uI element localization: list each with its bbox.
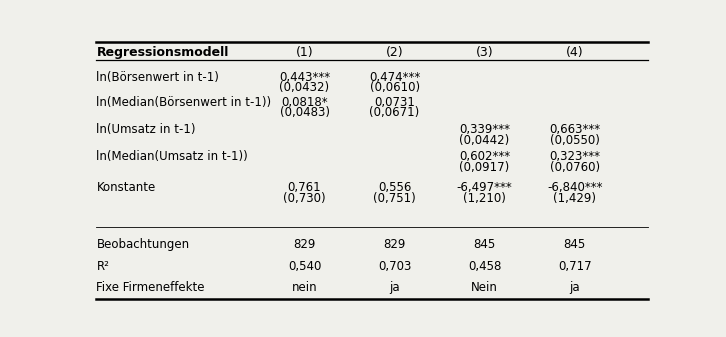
Text: 829: 829 bbox=[383, 238, 406, 251]
Text: 0,761: 0,761 bbox=[287, 181, 322, 194]
Text: Nein: Nein bbox=[471, 281, 498, 294]
Text: R²: R² bbox=[97, 260, 109, 273]
Text: ln(Umsatz in t-1): ln(Umsatz in t-1) bbox=[97, 123, 196, 136]
Text: (0,0442): (0,0442) bbox=[460, 134, 510, 147]
Text: Beobachtungen: Beobachtungen bbox=[97, 238, 189, 251]
Text: 0,443***: 0,443*** bbox=[279, 71, 330, 84]
Text: 829: 829 bbox=[293, 238, 316, 251]
Text: (1): (1) bbox=[295, 45, 314, 59]
Text: (0,0671): (0,0671) bbox=[370, 106, 420, 119]
Text: (0,0483): (0,0483) bbox=[280, 106, 330, 119]
Text: 845: 845 bbox=[563, 238, 586, 251]
Text: -6,497***: -6,497*** bbox=[457, 181, 513, 194]
Text: 0,0818*: 0,0818* bbox=[281, 96, 328, 109]
Text: (0,730): (0,730) bbox=[283, 192, 326, 205]
Text: (0,0917): (0,0917) bbox=[460, 160, 510, 174]
Text: 0,323***: 0,323*** bbox=[549, 150, 600, 163]
Text: 0,339***: 0,339*** bbox=[459, 123, 510, 136]
Text: 845: 845 bbox=[473, 238, 496, 251]
Text: (0,0760): (0,0760) bbox=[550, 160, 600, 174]
Text: Konstante: Konstante bbox=[97, 181, 155, 194]
Text: (1,429): (1,429) bbox=[553, 192, 596, 205]
Text: ln(Börsenwert in t-1): ln(Börsenwert in t-1) bbox=[97, 71, 219, 84]
Text: 0,0731: 0,0731 bbox=[374, 96, 415, 109]
Text: Fixe Firmeneffekte: Fixe Firmeneffekte bbox=[97, 281, 205, 294]
Text: ln(Median(Börsenwert in t-1)): ln(Median(Börsenwert in t-1)) bbox=[97, 96, 272, 109]
Text: 0,717: 0,717 bbox=[558, 260, 592, 273]
Text: 0,458: 0,458 bbox=[468, 260, 501, 273]
Text: ln(Median(Umsatz in t-1)): ln(Median(Umsatz in t-1)) bbox=[97, 150, 248, 163]
Text: -6,840***: -6,840*** bbox=[547, 181, 603, 194]
Text: 0,540: 0,540 bbox=[288, 260, 321, 273]
Text: 0,556: 0,556 bbox=[378, 181, 411, 194]
Text: (4): (4) bbox=[566, 45, 584, 59]
Text: 0,663***: 0,663*** bbox=[549, 123, 600, 136]
Text: ja: ja bbox=[569, 281, 580, 294]
Text: ja: ja bbox=[389, 281, 400, 294]
Text: 0,703: 0,703 bbox=[378, 260, 411, 273]
Text: Regressionsmodell: Regressionsmodell bbox=[97, 45, 229, 59]
Text: (0,0550): (0,0550) bbox=[550, 134, 600, 147]
Text: nein: nein bbox=[292, 281, 317, 294]
Text: 0,602***: 0,602*** bbox=[459, 150, 510, 163]
Text: (0,751): (0,751) bbox=[373, 192, 416, 205]
Text: 0,474***: 0,474*** bbox=[369, 71, 420, 84]
Text: (2): (2) bbox=[386, 45, 404, 59]
Text: (1,210): (1,210) bbox=[463, 192, 506, 205]
Text: (3): (3) bbox=[476, 45, 494, 59]
Text: (0,0432): (0,0432) bbox=[280, 81, 330, 94]
Text: (0,0610): (0,0610) bbox=[370, 81, 420, 94]
